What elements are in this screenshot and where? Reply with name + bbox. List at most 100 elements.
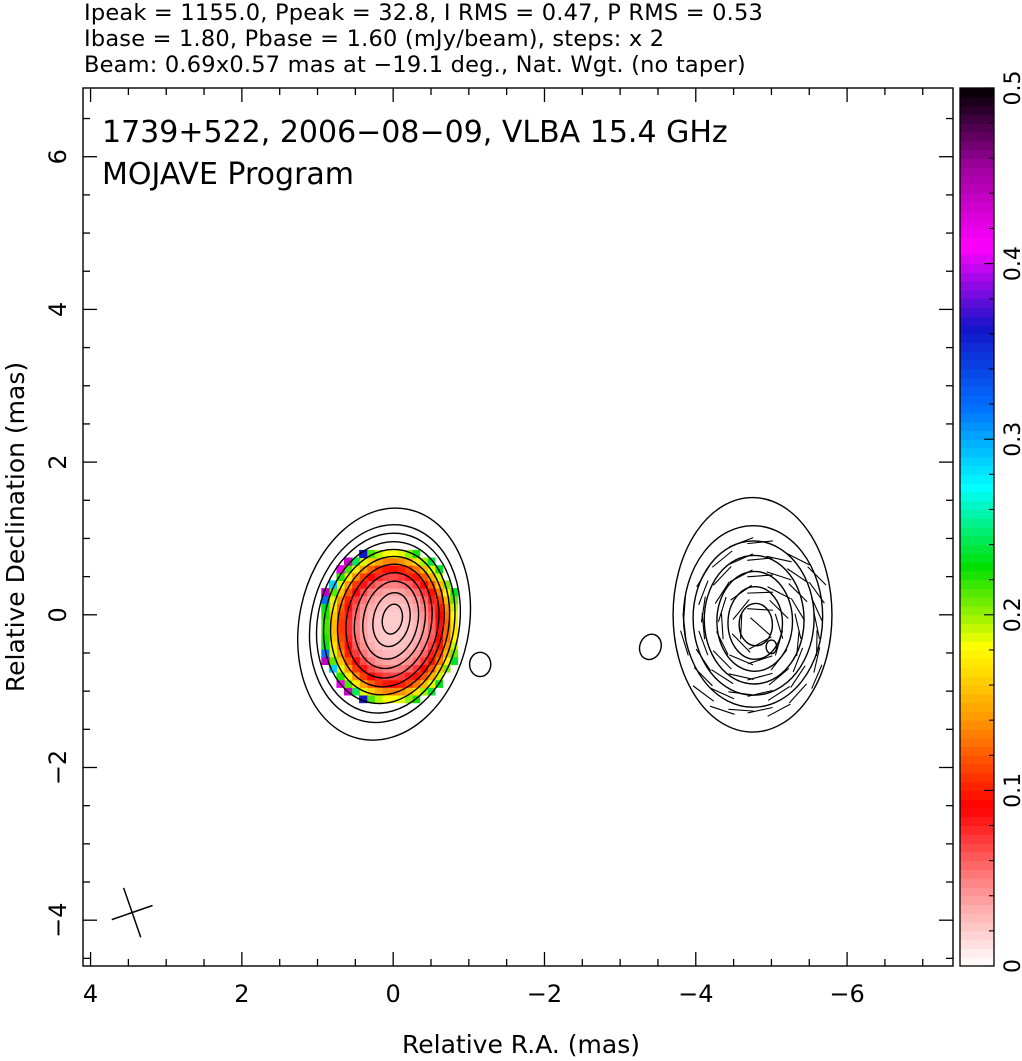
polarization-pixel (412, 641, 421, 650)
evpa-tick (767, 686, 791, 701)
evpa-tick (698, 630, 709, 656)
polarization-pixel (374, 626, 383, 635)
evpa-tick (701, 613, 706, 640)
polarization-pixel (351, 656, 360, 665)
polarization-pixel (419, 672, 428, 681)
evpa-tick (680, 630, 689, 656)
polarization-pixel (344, 633, 353, 643)
polarization-pixel (427, 633, 436, 643)
colorbar-step (960, 685, 994, 695)
colorbar-step (960, 553, 994, 563)
polarization-pixel (374, 618, 383, 627)
evpa-tick (730, 584, 753, 601)
x-tick-label: −4 (678, 980, 713, 1008)
polarization-pixel (374, 672, 383, 681)
colorbar-step (960, 500, 994, 510)
colorbar-step (960, 202, 994, 212)
polarization-pixel (344, 557, 353, 566)
colorbar-step (960, 167, 994, 177)
polarization-pixel (344, 664, 353, 673)
polarization-pixel (336, 618, 345, 627)
colorbar-step (960, 316, 994, 326)
polarization-pixel (351, 580, 360, 589)
colorbar-step (960, 658, 994, 668)
colorbar-step (960, 456, 994, 467)
polarization-pixel (336, 641, 345, 650)
colorbar-step (960, 386, 994, 396)
polarization-pixel (427, 588, 436, 597)
evpa-tick (747, 574, 773, 578)
evpa-tick (696, 564, 711, 588)
x-tick-label: 4 (83, 980, 98, 1008)
polarization-pixel (366, 549, 375, 559)
polarization-pixel (427, 687, 436, 696)
polarization-pixel (389, 664, 398, 673)
colorbar-step (960, 772, 994, 783)
polarization-pixel (344, 656, 353, 665)
colorbar-step (960, 825, 994, 835)
polarization-pixel (404, 656, 413, 665)
polarization-pixel (397, 549, 406, 559)
polarization-pixel (359, 572, 368, 581)
colorbar-step (960, 158, 994, 168)
polarization-pixel (404, 603, 413, 612)
evpa-tick (710, 687, 735, 700)
evpa-tick (728, 673, 754, 680)
polarization-pixel (328, 618, 338, 627)
plot-frame (82, 87, 954, 967)
y-tick-label: −4 (44, 902, 72, 937)
evpa-tick (747, 672, 773, 681)
polarization-pixel (419, 649, 428, 658)
core-contour (381, 603, 404, 635)
core-contour (362, 580, 420, 660)
polarization-pixel (404, 687, 413, 696)
colorbar-step (960, 149, 994, 159)
colorbar-step (960, 939, 994, 949)
polarization-pixel (359, 649, 368, 658)
polarization-pixel (344, 565, 353, 574)
evpa-tick (712, 650, 732, 670)
evpa-tick (709, 705, 735, 715)
colorbar-step (960, 210, 994, 221)
colorbar-step (960, 430, 994, 440)
polarization-pixel (351, 649, 360, 658)
core-contour (353, 572, 427, 670)
colorbar-step (960, 922, 994, 932)
colorbar-step (960, 790, 994, 800)
polarization-pixel (351, 557, 360, 566)
polarization-pixel (351, 664, 360, 673)
polarization-pixel (412, 664, 421, 673)
colorbar-step (960, 764, 994, 774)
polarization-pixel (336, 565, 345, 574)
polarization-pixel (321, 633, 330, 643)
polarization-pixel (412, 672, 421, 681)
colorbar: 0 0.1 0.2 0.3 0.4 0.5 (959, 71, 1022, 973)
polarization-pixel (434, 572, 443, 581)
polarization-pixel (374, 549, 383, 559)
polarization-pixel (344, 611, 353, 620)
polarization-pixel (449, 656, 459, 665)
colorbar-step (960, 667, 994, 677)
polarization-pixel (419, 656, 428, 665)
evpa-tick (693, 667, 713, 687)
colorbar-step (960, 781, 994, 791)
colorbar-step (960, 246, 994, 256)
polarization-pixel (442, 649, 451, 658)
polarization-pixel (321, 618, 330, 627)
colorbar-step (960, 930, 994, 941)
polarization-pixel (412, 572, 421, 581)
y-tick-label: 4 (44, 302, 72, 317)
polarization-pixel (397, 603, 406, 612)
polarization-pixel (336, 572, 345, 581)
evpa-tick (792, 647, 804, 673)
polarization-pixel (381, 618, 390, 627)
polarization-pixel (419, 664, 428, 673)
polarization-pixel (328, 656, 338, 665)
colorbar-step (960, 869, 994, 879)
colorbar-step (960, 184, 994, 194)
jet-contour (716, 570, 794, 672)
jet-knot-contour (765, 639, 778, 655)
colorbar-step (960, 676, 994, 686)
polarization-pixel (381, 580, 390, 589)
colorbar-step (960, 948, 994, 958)
